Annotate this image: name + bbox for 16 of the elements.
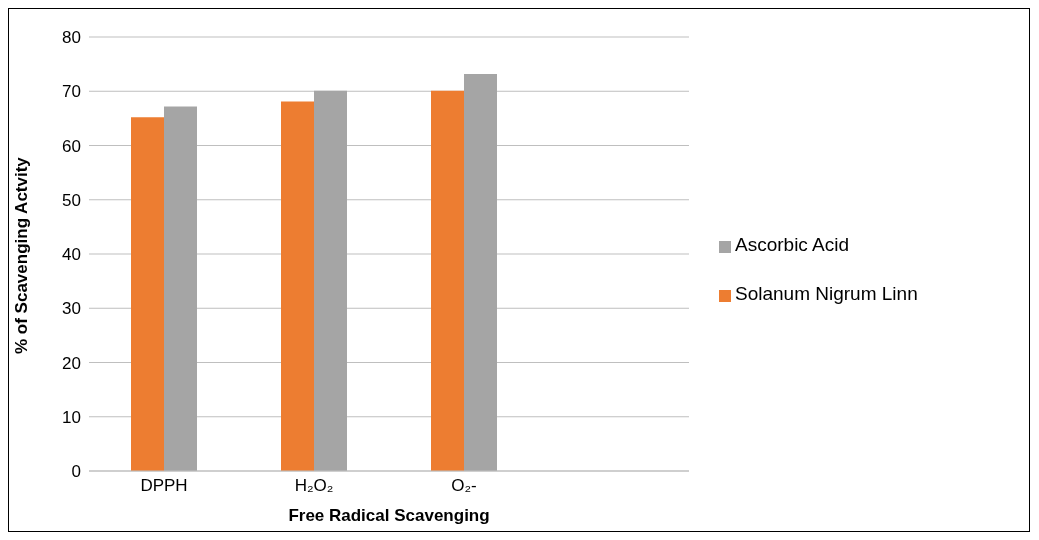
y-tick-label: 40: [62, 245, 81, 265]
y-tick-label: 50: [62, 190, 81, 210]
x-tick-label: DPPH: [140, 476, 188, 496]
legend-label: Solanum Nigrum Linn: [735, 283, 918, 304]
x-tick-label: H₂O₂: [294, 476, 334, 496]
legend-label: Ascorbic Acid: [735, 234, 850, 255]
y-tick-label: 10: [62, 407, 81, 427]
y-tick-label: 30: [62, 299, 81, 319]
y-tick-label: 0: [71, 462, 81, 482]
y-tick-label: 20: [62, 353, 81, 373]
y-axis-title: % of Scavenging Actvity: [12, 156, 32, 354]
y-tick-label: 80: [62, 28, 81, 48]
x-axis-title: Free Radical Scavenging: [288, 506, 490, 525]
y-tick-label: 60: [62, 136, 81, 156]
y-tick-label: 70: [62, 82, 81, 102]
x-tick-label: O₂-: [451, 476, 477, 496]
